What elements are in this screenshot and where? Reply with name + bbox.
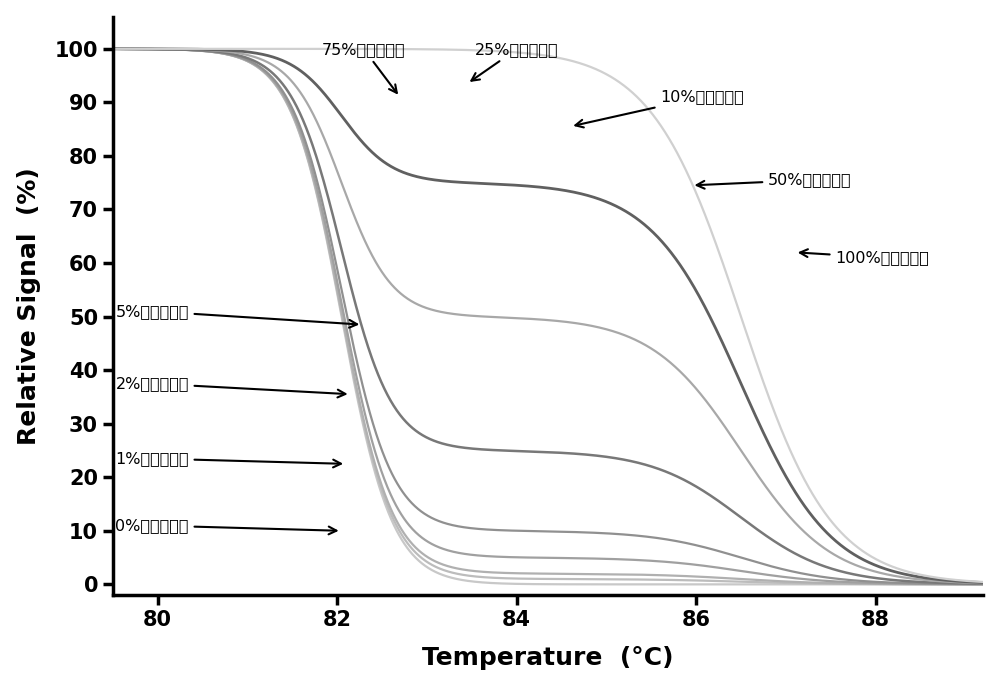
Text: 50%甲基化样本: 50%甲基化样本 bbox=[697, 172, 852, 189]
Text: 25%甲基化样本: 25%甲基化样本 bbox=[471, 42, 558, 80]
Text: 75%甲基化样本: 75%甲基化样本 bbox=[322, 42, 406, 93]
Text: 100%甲基化样本: 100%甲基化样本 bbox=[800, 249, 929, 265]
Text: 0%甲基化样本: 0%甲基化样本 bbox=[115, 518, 336, 534]
Y-axis label: Relative Signal  (%): Relative Signal (%) bbox=[17, 167, 41, 444]
X-axis label: Temperature  (°C): Temperature (°C) bbox=[422, 646, 674, 671]
Text: 10%甲基化样本: 10%甲基化样本 bbox=[575, 89, 744, 128]
Text: 1%甲基化样本: 1%甲基化样本 bbox=[115, 451, 341, 467]
Text: 5%甲基化样本: 5%甲基化样本 bbox=[115, 304, 357, 328]
Text: 2%甲基化样本: 2%甲基化样本 bbox=[115, 376, 345, 398]
